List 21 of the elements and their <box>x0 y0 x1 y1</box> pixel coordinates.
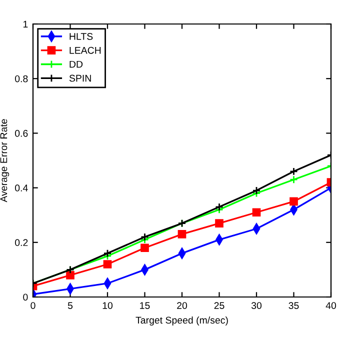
y-tick-label: 0 <box>23 294 28 301</box>
y-tick-label: 0.6 <box>15 130 28 137</box>
x-axis-title: Target Speed (m/sec) <box>136 316 228 326</box>
y-tick-label: 0.4 <box>15 184 28 192</box>
x-tick-label: 10 <box>102 302 113 309</box>
x-tick-label: 0 <box>30 302 36 309</box>
x-tick-label: 5 <box>68 302 73 309</box>
x-tick-label: 40 <box>326 302 336 309</box>
legend-label: LEACH <box>70 46 101 54</box>
y-axis-title: Average Error Rate <box>0 119 10 202</box>
x-tick-label: 35 <box>288 302 299 309</box>
x-tick-label: 15 <box>140 302 150 309</box>
legend-label: HLTS <box>70 33 93 40</box>
y-tick-label: 0.8 <box>15 75 28 82</box>
legend-label: SPIN <box>69 74 91 82</box>
y-tick-label: 1 <box>23 20 28 28</box>
x-tick-label: 20 <box>177 302 188 309</box>
x-tick-label: 30 <box>251 302 262 309</box>
legend-label: DD <box>70 60 83 68</box>
x-tick-label: 25 <box>214 302 224 309</box>
y-tick-label: 0.2 <box>15 239 28 246</box>
